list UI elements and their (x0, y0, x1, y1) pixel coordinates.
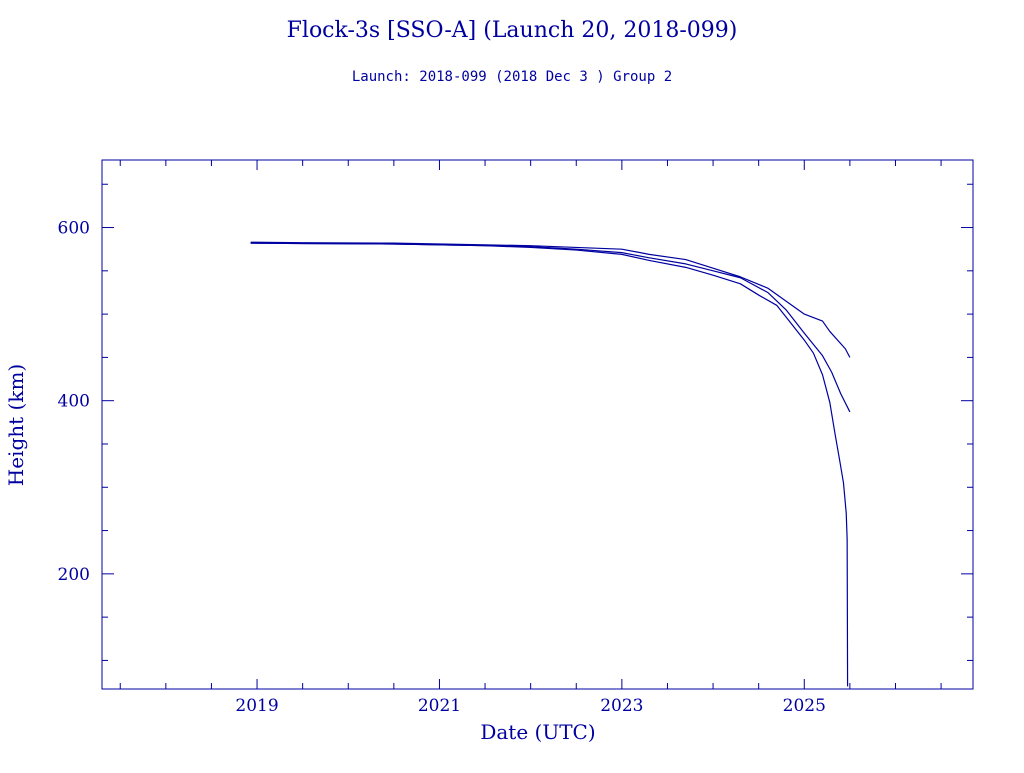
x-tick-label: 2021 (418, 696, 461, 716)
x-tick-label: 2025 (783, 696, 826, 716)
y-tick-label: 600 (58, 219, 90, 239)
y-tick-label: 200 (58, 565, 90, 585)
plot-frame (101, 159, 974, 690)
chart-subtitle: Launch: 2018-099 (2018 Dec 3 ) Group 2 (352, 69, 672, 85)
axis-tick-labels: 2019 2021 2023 2025 200 400 600 (58, 219, 826, 716)
axis-ticks (102, 160, 973, 689)
series-line-2 (250, 242, 851, 413)
y-tick-label: 400 (58, 392, 90, 412)
y-axis-label: Height (km) (4, 364, 28, 486)
x-tick-label: 2019 (235, 696, 278, 716)
x-tick-label: 2023 (600, 696, 643, 716)
series-line-3 (250, 242, 849, 687)
chart-title: Flock-3s [SSO-A] (Launch 20, 2018-099) (287, 18, 738, 43)
series-layer (250, 241, 851, 687)
x-axis-label: Date (UTC) (480, 720, 595, 744)
series-line-1 (250, 241, 851, 358)
